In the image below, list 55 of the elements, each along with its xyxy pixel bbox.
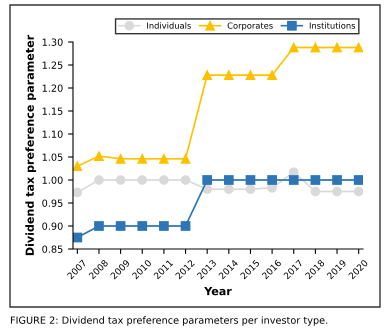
point xyxy=(224,175,234,185)
legend-label: Institutions xyxy=(310,22,356,29)
x-axis-title: Year xyxy=(204,287,232,296)
point xyxy=(332,186,342,196)
y-axis-title: Dividend tax preference parameter xyxy=(25,34,36,256)
y-tick-label: 1.00 xyxy=(42,176,63,184)
y-tick-label: 0.95 xyxy=(42,199,62,207)
point xyxy=(310,42,320,52)
y-tick-label: 1.25 xyxy=(42,61,62,69)
point xyxy=(332,175,342,185)
point xyxy=(310,175,320,185)
y-tick-label: 0.90 xyxy=(42,222,63,230)
point xyxy=(137,154,148,164)
point xyxy=(224,70,234,80)
point xyxy=(332,42,342,52)
point xyxy=(94,175,104,185)
point xyxy=(180,175,190,185)
point xyxy=(180,221,190,231)
point xyxy=(246,70,256,80)
point xyxy=(246,184,256,194)
caption: FIGURE 2: Dividend tax preference parameters per investor type. xyxy=(10,316,328,326)
point xyxy=(73,188,82,198)
y-tick-label: 1.30 xyxy=(42,38,63,46)
point xyxy=(354,175,363,185)
point xyxy=(354,186,363,196)
point xyxy=(202,70,212,80)
point xyxy=(354,42,363,52)
point xyxy=(159,221,169,231)
point xyxy=(116,221,126,231)
point xyxy=(288,175,299,185)
point xyxy=(267,175,277,185)
point xyxy=(246,175,256,185)
point xyxy=(94,221,104,231)
legend-label: Individuals xyxy=(147,22,191,29)
point xyxy=(159,175,169,185)
point xyxy=(180,154,190,164)
y-tick-label: 1.20 xyxy=(42,84,63,92)
point xyxy=(73,232,82,242)
point xyxy=(116,175,126,185)
point xyxy=(267,70,277,80)
y-tick-label: 1.05 xyxy=(42,153,62,161)
point xyxy=(137,221,148,231)
y-tick-label: 0.85 xyxy=(42,245,62,253)
point xyxy=(73,161,82,172)
y-tick-label: 1.15 xyxy=(42,108,62,115)
point xyxy=(224,184,234,194)
point xyxy=(94,151,104,161)
point xyxy=(137,175,148,185)
y-tick-label: 1.10 xyxy=(42,130,63,138)
point xyxy=(116,154,126,164)
point xyxy=(159,154,169,164)
legend-label: Corporates xyxy=(228,22,273,30)
point xyxy=(288,42,299,52)
point xyxy=(310,186,320,196)
point xyxy=(202,175,212,185)
